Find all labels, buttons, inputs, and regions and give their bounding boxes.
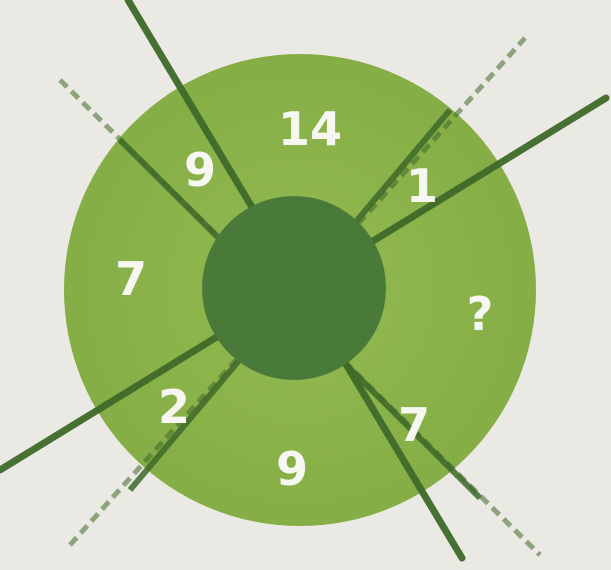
center-hub [202, 196, 386, 380]
segment-bottom-left-number: 2 [158, 380, 190, 434]
segment-top-number: 14 [278, 102, 342, 156]
segment-left-number: 7 [115, 252, 147, 306]
segment-top-right-number: 1 [406, 159, 438, 213]
segment-bottom-right-number: 7 [398, 398, 430, 452]
segment-top-left-number: 9 [184, 143, 216, 197]
segment-right-number: ? [467, 287, 494, 341]
segment-bottom-number: 9 [276, 442, 308, 496]
